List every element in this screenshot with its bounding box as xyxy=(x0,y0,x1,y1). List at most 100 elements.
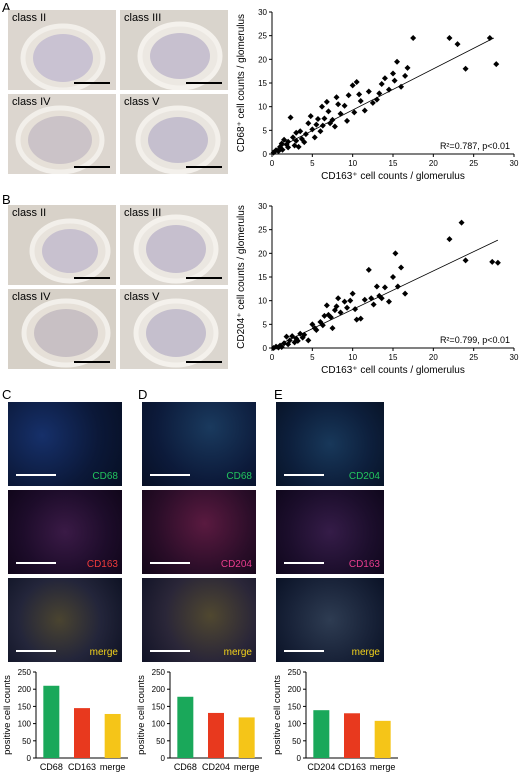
scale-bar xyxy=(16,562,56,564)
category-label: merge xyxy=(100,762,126,772)
y-tick-label: 250 xyxy=(18,668,32,677)
data-point xyxy=(486,35,493,42)
stats-annotation: R²=0.799, p<0.01 xyxy=(440,335,510,345)
data-point xyxy=(385,298,392,305)
data-point xyxy=(361,107,368,114)
data-point xyxy=(394,58,401,65)
data-point xyxy=(302,131,309,138)
y-tick-label: 20 xyxy=(258,55,267,64)
data-point xyxy=(390,70,396,77)
data-point xyxy=(373,96,380,103)
x-tick-label: 0 xyxy=(270,159,275,168)
data-point xyxy=(333,94,340,101)
fluorescence-c-merge: merge xyxy=(8,578,122,662)
data-point xyxy=(321,312,328,319)
category-label: CD163 xyxy=(68,762,96,772)
bar xyxy=(43,685,60,758)
y-tick-label: 0 xyxy=(263,344,268,353)
data-point xyxy=(298,135,305,142)
scale-bar xyxy=(74,361,110,363)
micrograph-b-class-iii: class III xyxy=(120,205,228,285)
micrograph-a-class-ii: class II xyxy=(8,10,116,90)
bar xyxy=(177,696,194,758)
panel-letter-e: E xyxy=(274,387,283,402)
data-point xyxy=(391,77,398,84)
scale-bar xyxy=(74,277,110,279)
fluorescence-c-cd68: CD68 xyxy=(8,402,122,486)
data-point xyxy=(273,343,280,350)
data-point xyxy=(353,79,360,86)
data-point xyxy=(325,108,332,115)
data-point xyxy=(353,316,360,323)
data-point xyxy=(446,236,453,243)
class-label: class II xyxy=(12,12,47,24)
y-tick-label: 150 xyxy=(18,702,32,711)
class-label: class IV xyxy=(12,291,51,303)
data-point xyxy=(337,309,344,316)
stain-label: CD163 xyxy=(86,559,118,570)
y-tick-label: 100 xyxy=(18,720,32,729)
scale-bar xyxy=(186,166,222,168)
fluorescence-e-merge: merge xyxy=(276,578,384,662)
data-point xyxy=(368,295,375,302)
class-label: class III xyxy=(124,12,162,24)
data-point xyxy=(462,65,469,72)
data-point xyxy=(392,250,399,257)
data-point xyxy=(402,290,409,297)
x-tick-label: 0 xyxy=(270,353,275,362)
y-tick-label: 0 xyxy=(161,754,166,763)
class-label: class IV xyxy=(12,96,51,108)
category-label: CD204 xyxy=(202,762,230,772)
y-tick-label: 100 xyxy=(288,720,302,729)
fluorescence-e-cd163: CD163 xyxy=(276,490,384,574)
bar xyxy=(344,713,360,758)
data-point xyxy=(270,149,277,156)
category-label: CD68 xyxy=(174,762,197,772)
data-point xyxy=(370,301,377,308)
micrograph-b-class-v: class V xyxy=(120,289,228,369)
stain-label: merge xyxy=(89,647,118,658)
data-point xyxy=(365,88,372,95)
data-point xyxy=(291,339,298,346)
y-tick-label: 50 xyxy=(156,737,165,746)
data-point xyxy=(286,337,293,344)
data-point xyxy=(344,117,351,124)
stain-label: CD68 xyxy=(92,471,118,482)
data-point xyxy=(297,330,304,337)
data-point xyxy=(331,123,338,130)
scale-bar xyxy=(186,361,222,363)
fluorescence-d-cd204: CD204 xyxy=(142,490,256,574)
data-point xyxy=(351,109,358,116)
data-point xyxy=(361,296,368,303)
data-point xyxy=(305,337,312,344)
data-point xyxy=(390,274,396,280)
data-point xyxy=(404,64,411,71)
scale-bar xyxy=(284,562,324,564)
data-point xyxy=(357,315,364,322)
class-label: class III xyxy=(124,207,162,219)
data-point xyxy=(402,72,409,79)
data-point xyxy=(301,331,308,338)
y-tick-label: 10 xyxy=(258,297,267,306)
x-tick-label: 30 xyxy=(510,353,519,362)
data-point xyxy=(307,113,314,120)
x-tick-label: 25 xyxy=(469,353,478,362)
bar xyxy=(374,720,391,758)
data-point xyxy=(285,138,292,145)
data-point xyxy=(378,295,385,302)
data-point xyxy=(356,91,363,98)
y-tick-label: 30 xyxy=(258,202,267,211)
scale-bar xyxy=(150,562,190,564)
x-tick-label: 20 xyxy=(429,159,438,168)
data-point xyxy=(493,61,500,68)
y-tick-label: 20 xyxy=(258,249,267,258)
data-point xyxy=(283,333,290,340)
data-point xyxy=(281,340,288,347)
data-point xyxy=(278,140,285,147)
y-tick-label: 30 xyxy=(258,8,267,17)
data-point xyxy=(294,337,301,344)
data-point xyxy=(349,82,356,89)
scale-bar xyxy=(74,82,110,84)
bar xyxy=(208,712,224,758)
x-tick-label: 15 xyxy=(389,159,398,168)
